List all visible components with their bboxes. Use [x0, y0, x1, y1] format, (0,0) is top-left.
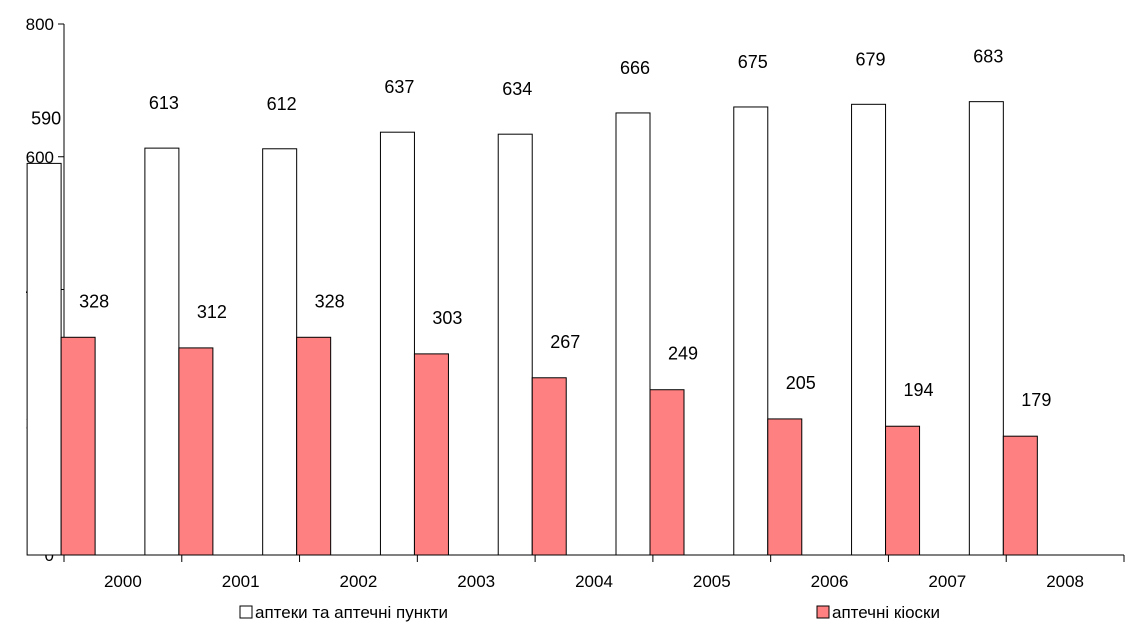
data-label: 612: [267, 94, 297, 114]
data-label: 666: [620, 58, 650, 78]
data-label: 675: [738, 52, 768, 72]
bar-kiosky: [767, 418, 803, 556]
data-label: 613: [149, 93, 179, 113]
x-tick-label: 2003: [457, 572, 495, 591]
legend-label: аптеки та аптечні пункти: [255, 603, 448, 622]
legend-label: аптечні кіоски: [832, 603, 940, 622]
bar-apteky: [497, 133, 533, 556]
data-label: 194: [904, 380, 934, 400]
data-label: 328: [315, 291, 345, 311]
data-label: 637: [384, 77, 414, 97]
bar-apteky: [615, 112, 651, 556]
legend: аптеки та аптечні пункти аптечні кіоски: [239, 603, 940, 622]
data-label: 634: [502, 79, 532, 99]
bar-apteky: [379, 131, 415, 556]
x-tick-label: 2000: [104, 572, 142, 591]
bar-kiosky: [413, 353, 449, 556]
x-tick-label: 2008: [1046, 572, 1084, 591]
bar-kiosky: [60, 336, 96, 556]
x-axis: 2000 2001 2002 2003 2004 2005 2006 2007 2008: [63, 554, 1125, 591]
bar-apteky: [968, 101, 1004, 556]
x-tick-label: 2002: [340, 572, 378, 591]
x-tick-label: 2007: [928, 572, 966, 591]
data-label: 267: [550, 332, 580, 352]
legend-swatch: [816, 605, 830, 619]
data-labels: 590 613 612 637 634 666 675 679 683 328 312 328 303 2…: [31, 47, 1051, 411]
x-tick-label: 2004: [575, 572, 613, 591]
bar-kiosky: [531, 377, 567, 556]
y-tick-label: 600: [26, 148, 54, 167]
bar-kiosky: [885, 425, 921, 556]
bar-kiosky: [296, 336, 332, 556]
data-label: 312: [197, 302, 227, 322]
bar-apteky: [262, 148, 298, 556]
bar-apteky: [144, 147, 180, 556]
x-tick-label: 2001: [222, 572, 260, 591]
data-label: 590: [31, 108, 61, 128]
x-tick-label: 2005: [693, 572, 731, 591]
data-label: 679: [856, 49, 886, 69]
data-label: 249: [668, 344, 698, 364]
data-label: 328: [79, 291, 109, 311]
data-label: 303: [432, 308, 462, 328]
data-label: 205: [786, 373, 816, 393]
bar-apteky: [733, 106, 769, 556]
bar-apteky: [26, 162, 62, 556]
bar-kiosky: [649, 389, 685, 556]
x-tick-label: 2006: [811, 572, 849, 591]
bar-kiosky: [178, 347, 214, 556]
y-tick-label: 800: [26, 15, 54, 34]
data-label: 683: [973, 47, 1003, 67]
legend-swatch: [239, 605, 253, 619]
y-tick-label: 0: [45, 546, 54, 565]
bars: [26, 101, 1038, 556]
bar-apteky: [851, 103, 887, 556]
data-label: 179: [1021, 390, 1051, 410]
bar-kiosky: [1002, 435, 1038, 556]
